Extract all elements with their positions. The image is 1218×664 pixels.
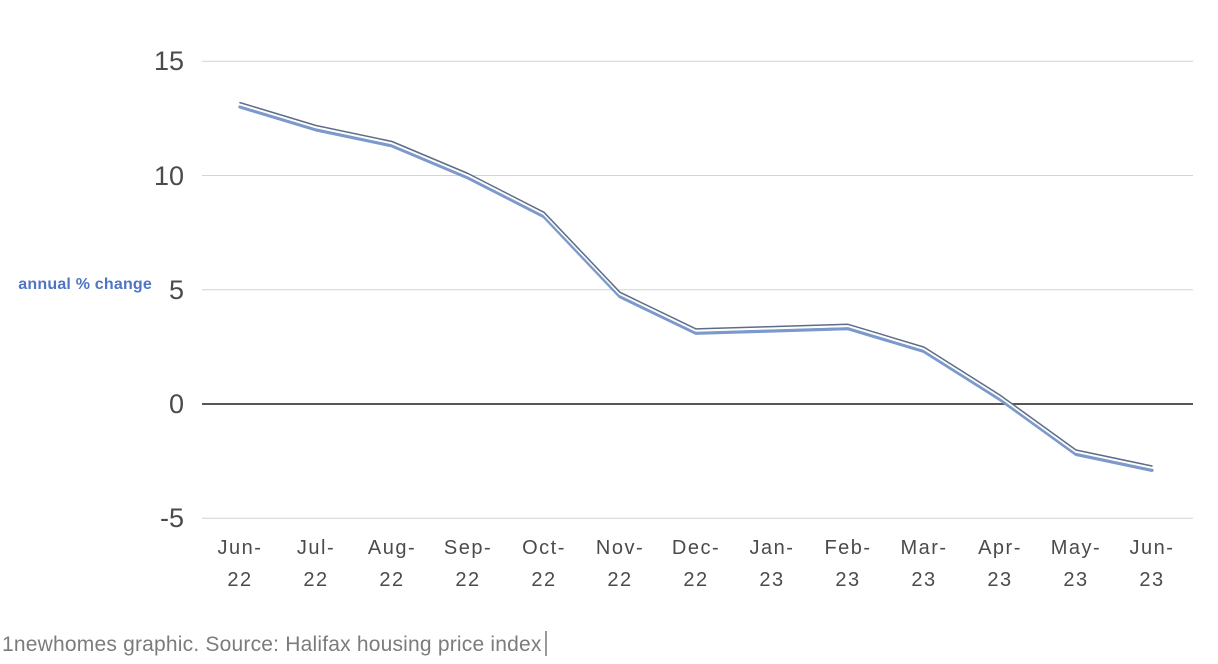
x-tick-year: 22 — [531, 569, 557, 591]
x-tick-year: 22 — [607, 569, 633, 591]
x-tick-label: Nov- 22 — [575, 532, 665, 596]
x-tick-year: 23 — [1139, 569, 1165, 591]
x-tick-year: 23 — [911, 569, 937, 591]
x-tick-month: Oct- — [522, 537, 566, 559]
x-tick-year: 23 — [759, 569, 785, 591]
x-tick-month: Jul- — [296, 537, 336, 559]
x-tick-label: Dec- 22 — [651, 532, 741, 596]
y-tick-label: 10 — [153, 160, 184, 191]
y-tick-label: 15 — [153, 46, 184, 77]
x-tick-label: Jul- 22 — [271, 532, 361, 596]
x-tick-label: Jun- 22 — [195, 532, 285, 596]
x-tick-label: Mar- 23 — [879, 532, 969, 596]
x-tick-year: 22 — [683, 569, 709, 591]
x-tick-label: Sep- 22 — [423, 532, 513, 596]
y-tick-label: -5 — [159, 503, 184, 534]
x-tick-month: May- — [1050, 537, 1102, 559]
text-cursor — [544, 631, 547, 656]
price-change-line — [238, 105, 1154, 472]
x-tick-label: Apr- 23 — [955, 532, 1045, 596]
x-tick-label: May- 23 — [1031, 532, 1121, 596]
x-tick-year: 22 — [303, 569, 329, 591]
y-tick-label: 0 — [168, 389, 184, 419]
x-tick-month: Jun- — [1129, 537, 1175, 559]
y-tick-label: 5 — [168, 274, 184, 305]
x-tick-label: Jan- 23 — [727, 532, 817, 596]
x-tick-month: Dec- — [671, 537, 721, 559]
x-tick-month: Mar- — [900, 537, 948, 559]
x-tick-year: 22 — [227, 569, 253, 591]
x-tick-month: Jan- — [749, 537, 795, 559]
x-tick-label: Oct- 22 — [499, 532, 589, 596]
x-tick-label: Jun- 23 — [1107, 532, 1197, 596]
caption-text: 1newhomes graphic. Source: Halifax housi… — [2, 633, 542, 656]
x-tick-year: 23 — [987, 569, 1013, 591]
chart-caption[interactable]: 1newhomes graphic. Source: Halifax housi… — [2, 631, 547, 657]
x-tick-month: Aug- — [367, 537, 417, 559]
x-tick-year: 22 — [455, 569, 481, 591]
x-tick-month: Sep- — [443, 537, 493, 559]
x-tick-year: 23 — [1063, 569, 1089, 591]
x-tick-year: 22 — [379, 569, 405, 591]
x-tick-month: Apr- — [978, 537, 1022, 559]
x-tick-label: Feb- 23 — [803, 532, 893, 596]
line-top-edge — [239, 101, 1153, 467]
x-tick-month: Jun- — [217, 537, 263, 559]
x-tick-label: Aug- 22 — [347, 532, 437, 596]
x-tick-month: Feb- — [824, 537, 872, 559]
line-highlight — [238, 102, 1154, 469]
y-axis-label: annual % change — [18, 276, 152, 293]
x-tick-month: Nov- — [595, 537, 645, 559]
x-tick-year: 23 — [835, 569, 861, 591]
